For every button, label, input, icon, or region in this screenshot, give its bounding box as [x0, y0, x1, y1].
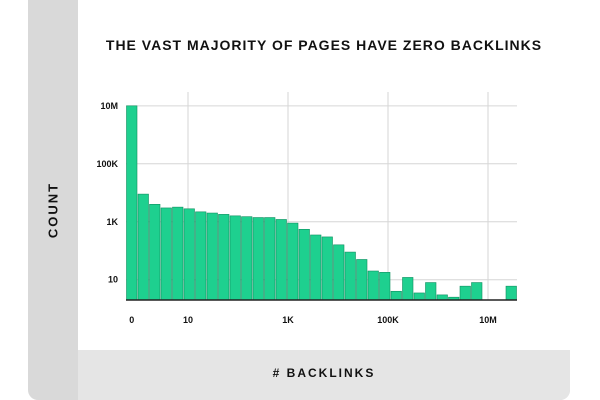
histogram-bar — [379, 272, 391, 301]
y-axis-label-panel — [28, 0, 78, 350]
histogram-bar — [356, 259, 368, 301]
histogram-bar — [298, 228, 310, 301]
histogram-bar — [310, 234, 322, 301]
histogram-bar — [390, 290, 402, 301]
y-tick-label: 1K — [106, 217, 118, 227]
histogram-bar — [137, 193, 149, 301]
x-tick-label: 100K — [377, 315, 399, 325]
histogram-bar — [367, 270, 379, 301]
x-axis-label-panel: # BACKLINKS — [78, 350, 570, 400]
x-tick-label: 10M — [479, 315, 497, 325]
chart-title: THE VAST MAJORITY OF PAGES HAVE ZERO BAC… — [105, 37, 543, 53]
histogram-bar — [241, 216, 253, 301]
histogram-bar — [436, 294, 448, 301]
histogram-bar — [471, 282, 483, 301]
histogram-bar — [126, 105, 138, 301]
histogram-bar — [321, 236, 333, 301]
histogram-bar — [459, 285, 471, 301]
x-tick-label: 10 — [183, 315, 193, 325]
histogram-bar — [287, 222, 299, 301]
histogram-bar — [149, 204, 161, 301]
histogram-bar — [333, 244, 345, 301]
histogram-bar — [344, 251, 356, 301]
histogram-bar — [229, 215, 241, 301]
y-tick-label: 10M — [100, 101, 118, 111]
histogram-bar — [183, 208, 195, 301]
histogram-bar — [195, 211, 207, 301]
histogram-bar — [275, 219, 287, 301]
histogram-bar — [264, 217, 276, 301]
histogram-bar — [402, 277, 414, 301]
histogram-bar — [425, 282, 437, 301]
y-tick-label: 10 — [108, 275, 118, 285]
x-axis-title: # BACKLINKS — [272, 366, 376, 380]
histogram-bar — [206, 212, 218, 301]
histogram-bar — [172, 206, 184, 301]
histogram-bar — [505, 285, 517, 301]
x-tick-label: 1K — [282, 315, 294, 325]
histogram-bar — [413, 292, 425, 301]
x-tick-label: 0 — [129, 315, 134, 325]
histogram-bar — [218, 214, 230, 301]
histogram-bar — [252, 217, 264, 301]
y-tick-label: 100K — [96, 159, 118, 169]
histogram-bar — [160, 207, 172, 301]
